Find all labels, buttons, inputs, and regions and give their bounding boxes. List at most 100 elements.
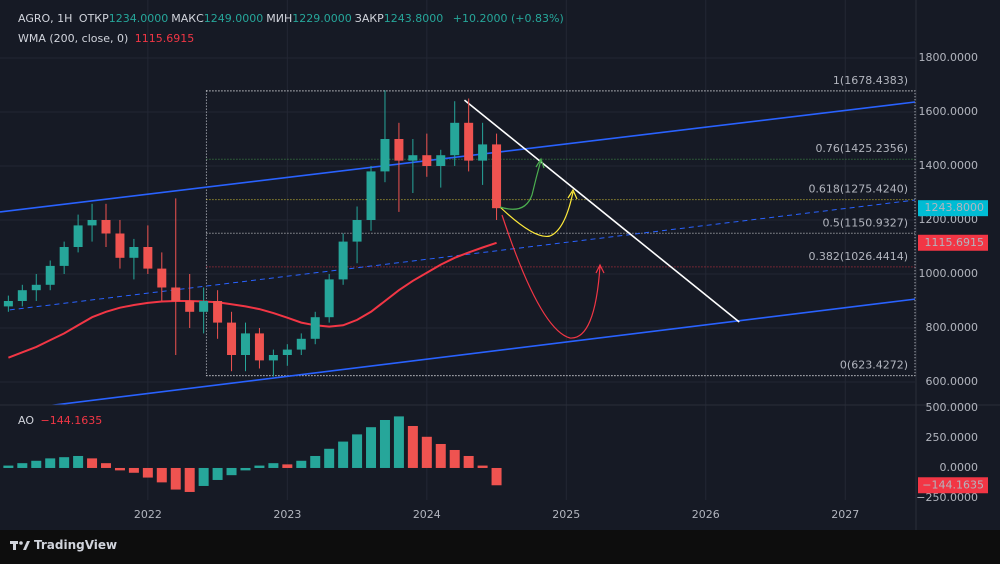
candle-body <box>380 139 390 172</box>
candle-body <box>213 300 223 323</box>
ao-bar <box>254 465 265 468</box>
y-tick-label: 1200.0000 <box>919 213 979 226</box>
candle-body <box>171 287 181 301</box>
y-tick-label: 0.0000 <box>940 461 979 474</box>
ao-pane <box>3 416 502 492</box>
fib-label: 1(1678.4383) <box>833 74 908 87</box>
ao-bar <box>142 467 153 478</box>
logo <box>10 541 30 550</box>
candle-body <box>268 354 278 361</box>
field-name: ОТКР <box>78 12 109 25</box>
price-tag-label: −144.1635 <box>922 478 984 491</box>
candle-body <box>492 144 502 209</box>
field-name: ЗАКР <box>354 12 384 25</box>
logo-part <box>19 541 23 545</box>
arrow-head <box>535 157 545 169</box>
y-tick-label: 500.0000 <box>926 401 979 414</box>
logo-part <box>23 541 30 550</box>
change: +10.2000 (+0.83%) <box>452 12 564 25</box>
field-value: 1229.0000 <box>292 12 352 25</box>
projection-arrow <box>499 191 574 238</box>
y-tick-label: 800.0000 <box>926 321 979 334</box>
ao-bar <box>393 416 404 468</box>
symbol-info: AGRO, 1Н ОТКР1234.0000 МАКС1249.0000 МИН12… <box>18 12 567 25</box>
y-tick-label: 1600.0000 <box>919 105 979 118</box>
ao-bar <box>198 467 209 486</box>
ao-bar <box>352 434 363 468</box>
projection-arrow <box>501 214 601 339</box>
y-tick-label: 600.0000 <box>926 375 979 388</box>
ao-bar <box>268 463 279 468</box>
y-tick-label: 250.0000 <box>926 431 979 444</box>
candle-body <box>45 265 55 285</box>
candle-body <box>87 220 97 226</box>
brand: TradingView <box>34 538 118 552</box>
ao-bar <box>3 465 14 468</box>
field-name: МИН <box>266 12 293 25</box>
candle-body <box>366 171 376 221</box>
ao-bar <box>114 467 125 471</box>
indicator-name: AO <box>18 414 34 427</box>
ao-bar <box>296 460 307 468</box>
price-tag <box>918 477 988 494</box>
indicator-value: −144.1635 <box>40 414 103 427</box>
candle-body <box>240 333 250 355</box>
candle-body <box>185 300 195 312</box>
candle-body <box>3 300 13 307</box>
candle-body <box>394 139 404 161</box>
ao-bar <box>421 436 432 468</box>
field-value: 1234.0000 <box>108 12 169 25</box>
candle-body <box>129 247 139 258</box>
field-value: 1243.8000 <box>383 12 444 25</box>
candle-body <box>227 322 237 355</box>
fib-label: 0(623.4272) <box>840 359 908 372</box>
candle-body <box>101 220 111 234</box>
candle-body <box>436 155 446 167</box>
x-tick-label: 2022 <box>134 508 162 521</box>
symbol: AGRO, 1Н <box>18 12 73 25</box>
x-tick-label: 2023 <box>273 508 301 521</box>
candle-body <box>143 247 153 269</box>
y-tick-label: 1800.0000 <box>919 51 979 64</box>
candle-body <box>464 122 474 161</box>
ao-bar <box>101 463 112 468</box>
indicator-name: WMA (200, close, 0) <box>18 32 129 45</box>
price-tag-label: 1115.6915 <box>925 236 985 249</box>
ao-bar <box>45 458 56 468</box>
ao-bar <box>379 419 390 468</box>
indicator-line <box>8 241 497 359</box>
projections <box>499 157 605 339</box>
fib-label: 0.5(1150.9327) <box>822 216 908 229</box>
fib-label: 0.76(1425.2356) <box>815 142 908 155</box>
candle-body <box>115 233 125 258</box>
ao-legend: AO −144.1635 <box>18 414 105 427</box>
ao-bar <box>59 457 70 468</box>
field-value: 1249.0000 <box>203 12 264 25</box>
grid <box>0 0 915 500</box>
y-tick-label: 1000.0000 <box>919 267 979 280</box>
candle-body <box>73 225 83 248</box>
ao-bar <box>31 460 42 468</box>
ao-bar <box>170 467 181 490</box>
ao-bar <box>435 443 446 468</box>
ao-bar <box>128 467 139 473</box>
arrow-head <box>595 263 605 274</box>
main-pane: 1(1678.4383) 0.76(1425.2356) 0.618(1275.42… <box>0 74 916 405</box>
drawing-line <box>0 101 916 213</box>
indicator-value: 1115.6915 <box>134 32 195 45</box>
ohlc-fields: ОТКР1234.0000 МАКС1249.0000 МИН1229.0000 ЗА… <box>79 12 446 25</box>
candle-body <box>254 333 264 361</box>
candle-body <box>31 284 41 291</box>
drawing-line <box>9 199 916 311</box>
candle-body <box>199 300 209 312</box>
x-tick-label: 2025 <box>552 508 580 521</box>
ao-bar <box>184 467 195 492</box>
ao-bar <box>491 467 502 486</box>
wma-legend: WMA (200, close, 0) 1115.6915 <box>18 32 197 45</box>
candle-body <box>282 349 292 355</box>
price-tag <box>918 234 988 251</box>
ao-bar <box>449 449 460 468</box>
candle-body <box>450 122 460 156</box>
